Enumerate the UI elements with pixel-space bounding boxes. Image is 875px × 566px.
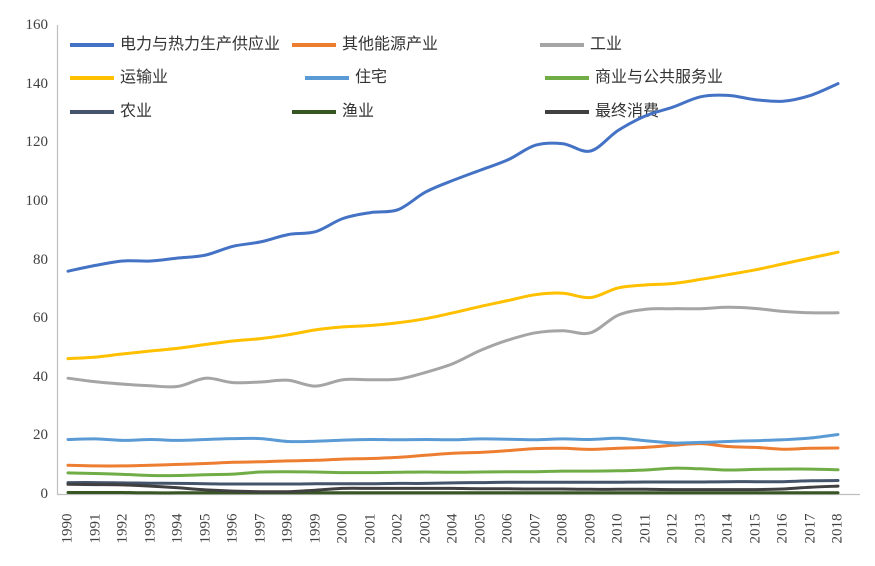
- legend-swatch-icon: [292, 110, 336, 114]
- legend-swatch-icon: [305, 76, 349, 80]
- legend-label: 住宅: [355, 69, 388, 86]
- series-line-5: [66, 466, 840, 478]
- y-tick-label: 120: [25, 134, 49, 151]
- legend-item-0: 电力与热力生产供应业: [70, 35, 280, 55]
- y-tick-label: 80: [33, 251, 48, 268]
- legend-item-3: 运输业: [70, 68, 168, 88]
- y-tick-label: 100: [25, 192, 49, 209]
- y-tick-label: 20: [33, 427, 48, 444]
- series-line-6: [66, 479, 840, 486]
- legend-label: 商业与公共服务业: [595, 69, 724, 86]
- series-line-2: [66, 305, 840, 389]
- y-tick-label: 160: [25, 17, 49, 33]
- legend-swatch-icon: [540, 43, 584, 47]
- chart-legend: 电力与热力生产供应业 其他能源产业 工业 运输业 住宅 商业与公共服务业 农业 渔业 最终消费: [0, 0, 875, 140]
- legend-label: 农业: [120, 103, 153, 120]
- series-line-4: [66, 433, 840, 445]
- legend-label: 运输业: [120, 69, 169, 86]
- y-tick-label: 60: [33, 310, 48, 327]
- legend-swatch-icon: [70, 76, 114, 80]
- y-tick-label: 0: [40, 486, 49, 502]
- legend-item-4: 住宅: [305, 68, 387, 88]
- legend-swatch-icon: [70, 110, 114, 114]
- legend-label: 工业: [590, 36, 623, 53]
- series-line-3: [66, 250, 840, 361]
- legend-item-2: 工业: [540, 35, 622, 55]
- legend-swatch-icon: [292, 43, 336, 47]
- legend-swatch-icon: [545, 110, 589, 114]
- legend-swatch-icon: [70, 43, 114, 47]
- legend-item-5: 商业与公共服务业: [545, 68, 723, 88]
- series-line-8: [66, 482, 840, 494]
- y-tick-label: 140: [25, 75, 49, 92]
- legend-item-7: 渔业: [292, 102, 374, 122]
- y-tick-label: 40: [33, 368, 48, 385]
- legend-item-1: 其他能源产业: [292, 35, 438, 55]
- legend-item-6: 农业: [70, 102, 152, 122]
- series-line-0: [66, 82, 840, 273]
- legend-label: 其他能源产业: [342, 36, 439, 53]
- legend-swatch-icon: [545, 76, 589, 80]
- series-line-1: [66, 442, 840, 468]
- legend-label: 渔业: [342, 103, 375, 120]
- legend-label: 电力与热力生产供应业: [120, 36, 281, 53]
